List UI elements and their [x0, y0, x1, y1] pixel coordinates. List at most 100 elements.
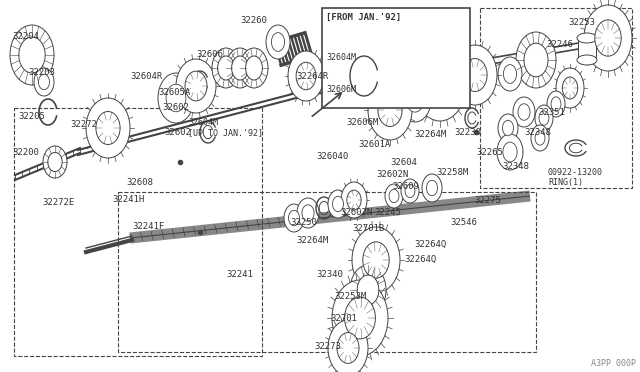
Ellipse shape [271, 33, 285, 51]
Ellipse shape [302, 205, 314, 221]
Ellipse shape [296, 62, 316, 90]
Text: 32546: 32546 [450, 218, 477, 227]
Ellipse shape [185, 71, 207, 101]
Ellipse shape [497, 134, 523, 170]
Text: 32264M: 32264M [296, 236, 328, 245]
Ellipse shape [166, 84, 186, 112]
Ellipse shape [352, 227, 400, 293]
Ellipse shape [297, 198, 319, 228]
Ellipse shape [426, 65, 454, 105]
Ellipse shape [370, 58, 390, 89]
Text: 32205: 32205 [18, 112, 45, 121]
Text: 32250: 32250 [290, 218, 317, 227]
Ellipse shape [288, 51, 324, 101]
Bar [14, 108, 262, 356]
Ellipse shape [426, 180, 438, 196]
Ellipse shape [362, 45, 398, 101]
Ellipse shape [463, 58, 487, 92]
Ellipse shape [218, 56, 234, 80]
Text: 32605A: 32605A [158, 88, 190, 97]
Text: 32258M: 32258M [436, 168, 468, 177]
Text: 32264R: 32264R [296, 72, 328, 81]
Ellipse shape [405, 185, 415, 198]
Bar [480, 8, 632, 188]
Ellipse shape [19, 37, 45, 73]
Text: 32701B: 32701B [352, 224, 384, 233]
Text: 32351: 32351 [538, 108, 565, 117]
Ellipse shape [577, 33, 597, 43]
Ellipse shape [563, 77, 578, 99]
Ellipse shape [266, 25, 290, 59]
Ellipse shape [328, 190, 348, 218]
Ellipse shape [34, 68, 54, 96]
Ellipse shape [502, 120, 513, 136]
Text: 32260: 32260 [240, 16, 267, 25]
Text: 32241F: 32241F [132, 222, 164, 231]
Text: 32230: 32230 [454, 128, 481, 137]
Text: 32275: 32275 [474, 196, 501, 205]
Ellipse shape [389, 189, 399, 203]
Ellipse shape [96, 112, 120, 144]
Ellipse shape [414, 49, 466, 121]
Ellipse shape [535, 105, 553, 131]
Ellipse shape [289, 210, 300, 226]
Text: 32253: 32253 [568, 18, 595, 27]
Ellipse shape [504, 65, 516, 83]
Text: 32606: 32606 [196, 50, 223, 59]
Ellipse shape [284, 204, 304, 232]
Text: 32200: 32200 [12, 148, 39, 157]
Bar [322, 8, 470, 108]
Ellipse shape [406, 88, 424, 112]
Ellipse shape [531, 125, 549, 151]
Ellipse shape [498, 57, 522, 91]
Text: 32264Q: 32264Q [414, 240, 446, 249]
Text: 32604M: 32604M [326, 53, 356, 62]
Ellipse shape [539, 111, 549, 125]
Ellipse shape [524, 43, 548, 77]
Text: 32253M: 32253M [334, 292, 366, 301]
Text: 32609: 32609 [392, 182, 419, 191]
Ellipse shape [518, 104, 530, 120]
Ellipse shape [378, 93, 402, 126]
Ellipse shape [595, 20, 621, 56]
Bar [118, 192, 536, 352]
Ellipse shape [226, 48, 254, 88]
Ellipse shape [332, 280, 388, 356]
Text: 32604R: 32604R [130, 72, 163, 81]
Text: 32272E: 32272E [42, 198, 74, 207]
Ellipse shape [453, 45, 497, 105]
Ellipse shape [357, 275, 379, 305]
Ellipse shape [422, 174, 442, 202]
Ellipse shape [246, 56, 262, 80]
Text: 32602N: 32602N [376, 170, 408, 179]
Ellipse shape [337, 333, 359, 363]
Text: 32606M: 32606M [346, 118, 378, 127]
Ellipse shape [385, 184, 403, 208]
Ellipse shape [347, 190, 361, 210]
Ellipse shape [176, 59, 216, 113]
Text: 32602: 32602 [164, 128, 191, 137]
Text: 32608: 32608 [126, 178, 153, 187]
Text: 32601A: 32601A [358, 140, 390, 149]
Ellipse shape [333, 196, 344, 212]
Ellipse shape [368, 80, 412, 140]
Ellipse shape [43, 146, 67, 178]
Ellipse shape [498, 114, 518, 142]
Text: 32264M: 32264M [414, 130, 446, 139]
Text: 32245: 32245 [374, 208, 401, 217]
Text: 32701: 32701 [330, 314, 357, 323]
Ellipse shape [341, 182, 367, 218]
Text: 32272: 32272 [70, 120, 97, 129]
Ellipse shape [503, 142, 517, 162]
Text: 32602N: 32602N [340, 208, 372, 217]
Text: 32348: 32348 [524, 128, 551, 137]
Text: 32265: 32265 [476, 148, 503, 157]
Text: 32203: 32203 [28, 68, 55, 77]
Ellipse shape [363, 242, 389, 278]
Ellipse shape [212, 48, 240, 88]
Ellipse shape [350, 265, 386, 315]
Ellipse shape [48, 153, 62, 171]
Text: 32348: 32348 [502, 162, 529, 171]
Text: 32241H: 32241H [112, 195, 144, 204]
Text: 32602: 32602 [162, 103, 189, 112]
